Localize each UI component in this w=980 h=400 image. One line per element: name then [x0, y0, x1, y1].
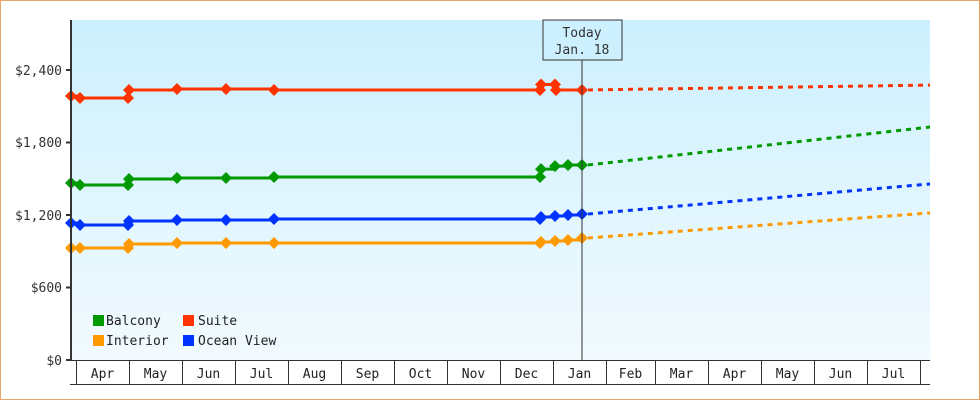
- data-point-marker[interactable]: [122, 92, 134, 105]
- data-point-marker[interactable]: [562, 234, 574, 247]
- series-layer: [65, 78, 931, 254]
- x-tick-label-apr: Apr: [91, 367, 115, 382]
- today-date: Jan. 18: [555, 43, 610, 58]
- x-tick-label-mar: Mar: [670, 367, 694, 382]
- data-point-marker[interactable]: [171, 172, 183, 185]
- x-tick-label-feb: Feb: [619, 367, 643, 382]
- legend-swatch-suite: [183, 315, 194, 326]
- legend-label-suite: Suite: [198, 314, 237, 329]
- data-point-marker[interactable]: [74, 241, 86, 254]
- legend-label-balcony: Balcony: [106, 314, 161, 329]
- data-point-marker[interactable]: [535, 78, 547, 91]
- series-interior: [65, 211, 931, 254]
- data-point-marker[interactable]: [268, 83, 280, 96]
- y-tick-label: $600: [31, 281, 62, 296]
- x-tick-label-nov: Nov: [462, 367, 486, 382]
- legend-swatch-ocean-view: [183, 335, 194, 346]
- data-point-marker[interactable]: [171, 82, 183, 95]
- x-axis: Apr May Jun Jul Aug Sep Oct Nov Dec Jan Feb Mar Apr M…: [70, 360, 930, 385]
- legend-label-ocean-view: Ocean View: [198, 334, 276, 349]
- data-point-marker[interactable]: [550, 83, 562, 96]
- forecast-line: [587, 125, 931, 167]
- y-tick-label: $0: [46, 354, 62, 369]
- x-tick-label-jun: Jun: [197, 367, 220, 382]
- data-point-marker[interactable]: [220, 82, 232, 95]
- data-point-marker[interactable]: [535, 211, 547, 224]
- legend-swatch-interior: [93, 335, 104, 346]
- forecast-line: [587, 211, 931, 240]
- x-tick-label-may: May: [776, 367, 800, 382]
- data-point-marker[interactable]: [74, 219, 86, 232]
- data-point-marker[interactable]: [220, 213, 232, 226]
- series-ocean-view: [65, 182, 931, 232]
- data-point-marker[interactable]: [535, 163, 547, 176]
- y-ticks: $2,400 $1,800 $1,200 $600 $0: [15, 64, 71, 369]
- data-point-marker[interactable]: [220, 172, 232, 185]
- x-tick-label-sep: Sep: [356, 367, 380, 382]
- x-tick-label-apr: Apr: [723, 367, 747, 382]
- data-point-marker[interactable]: [123, 172, 135, 185]
- data-point-marker[interactable]: [549, 234, 561, 247]
- legend: Balcony Suite Interior Ocean View: [93, 314, 276, 349]
- forecast-line: [587, 182, 931, 216]
- today-label: Today: [562, 26, 601, 41]
- y-tick-label: $1,200: [15, 209, 62, 224]
- x-tick-label-jul: Jul: [882, 367, 905, 382]
- plot-area: [71, 20, 930, 360]
- data-point-marker[interactable]: [562, 158, 574, 171]
- legend-swatch-balcony: [93, 315, 104, 326]
- data-point-marker[interactable]: [123, 83, 135, 96]
- data-point-marker[interactable]: [220, 237, 232, 250]
- data-point-marker[interactable]: [268, 212, 280, 225]
- x-tick-label-oct: Oct: [409, 367, 432, 382]
- data-point-marker[interactable]: [171, 213, 183, 226]
- series-suite: [65, 78, 931, 105]
- data-point-marker[interactable]: [171, 237, 183, 250]
- legend-label-interior: Interior: [106, 334, 169, 349]
- x-tick-label-jun: Jun: [829, 367, 852, 382]
- data-point-marker[interactable]: [549, 160, 561, 173]
- y-tick-label: $2,400: [15, 64, 62, 79]
- today-callout: Today Jan. 18: [542, 19, 623, 61]
- x-tick-label-aug: Aug: [303, 367, 326, 382]
- data-point-marker[interactable]: [535, 235, 547, 248]
- data-point-marker[interactable]: [268, 170, 280, 183]
- data-point-marker[interactable]: [549, 209, 561, 222]
- forecast-line: [587, 83, 931, 92]
- x-tick-label-may: May: [144, 367, 168, 382]
- x-tick-label-jul: Jul: [250, 367, 273, 382]
- x-tick-label-jan: Jan: [568, 367, 591, 382]
- x-tick-label-dec: Dec: [515, 367, 538, 382]
- y-tick-label: $1,800: [15, 136, 62, 151]
- data-point-marker[interactable]: [268, 237, 280, 250]
- data-point-marker[interactable]: [123, 238, 135, 250]
- data-point-marker[interactable]: [534, 170, 546, 183]
- data-point-marker[interactable]: [562, 209, 574, 221]
- series-balcony: [65, 125, 931, 192]
- data-point-marker[interactable]: [123, 215, 135, 228]
- data-point-marker[interactable]: [74, 92, 86, 105]
- data-point-marker[interactable]: [74, 179, 86, 192]
